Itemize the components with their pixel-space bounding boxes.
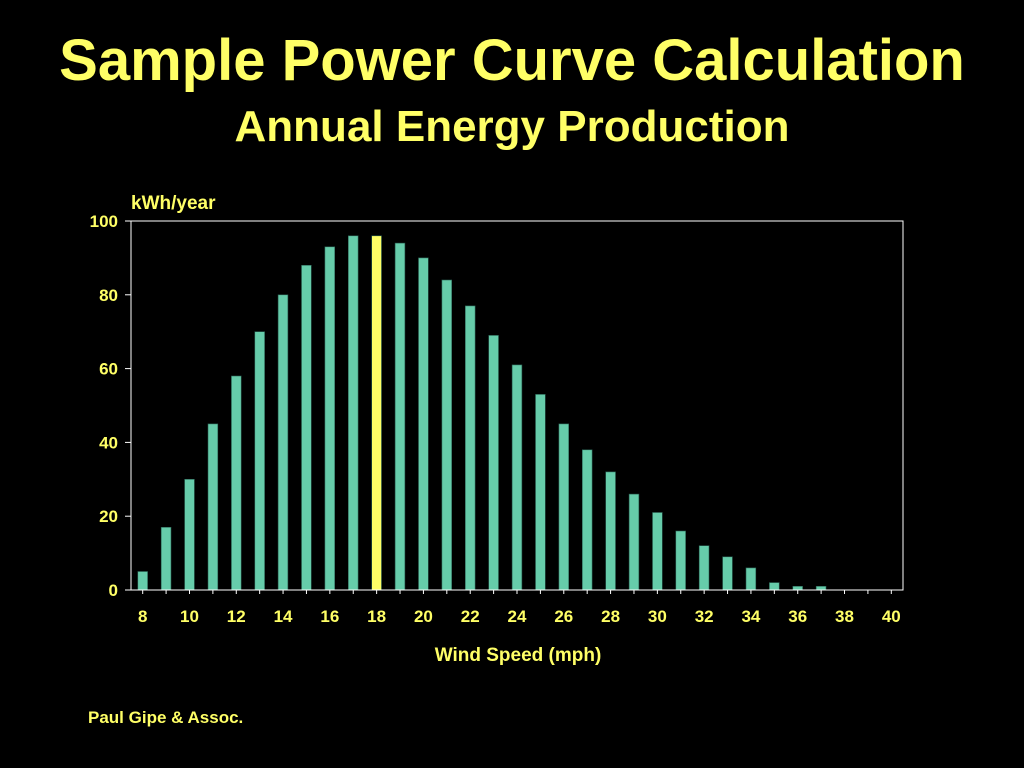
x-tick-label: 38	[835, 607, 854, 626]
bar-14-mph	[277, 294, 289, 591]
x-tick-label: 8	[138, 607, 147, 626]
x-tick-label: 14	[274, 607, 293, 626]
bar-22-mph	[464, 305, 476, 591]
x-axis: 8 10 12 14 16 18 20 22 24 26 28 30 32 34 36 38 40	[138, 590, 901, 626]
bar-37-mph	[815, 585, 827, 591]
bar-28-mph	[605, 471, 616, 591]
y-tick-label: 100	[90, 212, 118, 231]
x-tick-label: 30	[648, 607, 667, 626]
x-tick-label: 10	[180, 607, 199, 626]
x-tick-label: 26	[554, 607, 573, 626]
x-tick-label: 18	[367, 607, 386, 626]
bar-13-mph	[254, 331, 265, 591]
bar-25-mph	[535, 394, 546, 591]
x-tick-label: 40	[882, 607, 901, 626]
bar-27-mph	[581, 449, 593, 591]
bar-21-mph	[441, 279, 452, 591]
bar-24-mph	[511, 364, 523, 591]
bar-12-mph	[231, 375, 242, 591]
chart-bars	[137, 235, 827, 591]
bar-11-mph	[207, 423, 219, 591]
bar-20-mph	[418, 257, 429, 591]
x-tick-label: 20	[414, 607, 433, 626]
footer-credit: Paul Gipe & Assoc.	[88, 708, 244, 727]
x-tick-label: 22	[461, 607, 480, 626]
bar-17-mph	[347, 235, 359, 591]
x-tick-label: 36	[788, 607, 807, 626]
bar-29-mph	[628, 493, 640, 591]
bar-16-mph	[324, 246, 335, 591]
x-tick-label: 34	[741, 607, 760, 626]
x-tick-label: 16	[320, 607, 339, 626]
bar-33-mph	[722, 556, 733, 591]
bar-36-mph	[792, 585, 803, 591]
bar-9-mph	[160, 526, 172, 591]
bar-32-mph	[698, 545, 710, 591]
bar-19-mph	[394, 242, 406, 591]
bar-35-mph	[769, 582, 780, 591]
page-title: Sample Power Curve Calculation	[59, 28, 965, 93]
y-tick-label: 40	[99, 433, 118, 452]
y-tick-label: 20	[99, 507, 118, 526]
bar-10-mph	[184, 478, 195, 591]
bar-34-mph	[745, 567, 757, 591]
bar-30-mph	[652, 512, 663, 591]
page-subtitle: Annual Energy Production	[234, 102, 790, 151]
x-tick-label: 12	[227, 607, 246, 626]
bar-18-mph	[371, 235, 382, 591]
x-tick-label: 28	[601, 607, 620, 626]
bar-15-mph	[301, 264, 312, 591]
bar-8-mph	[137, 571, 148, 591]
y-tick-label: 80	[99, 286, 118, 305]
x-axis-label: Wind Speed (mph)	[435, 645, 602, 666]
bar-26-mph	[558, 423, 570, 591]
x-tick-label: 24	[508, 607, 527, 626]
y-axis: 0 20 40 60 80 100	[90, 212, 131, 600]
x-tick-label: 32	[695, 607, 714, 626]
bar-31-mph	[675, 530, 686, 591]
y-axis-label: kWh/year	[131, 193, 216, 214]
bar-23-mph	[488, 335, 499, 591]
y-tick-label: 0	[109, 581, 118, 600]
y-tick-label: 60	[99, 360, 118, 379]
